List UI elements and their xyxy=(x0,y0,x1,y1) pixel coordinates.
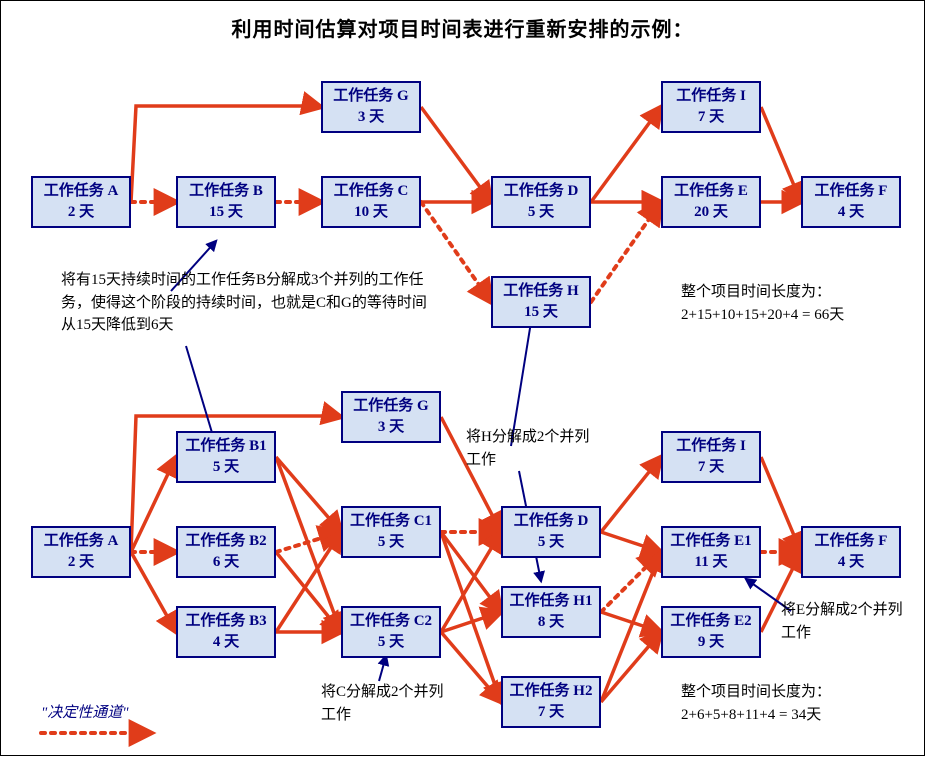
task-E1: 工作任务 E20 天 xyxy=(661,176,761,228)
task-D1: 工作任务 D5 天 xyxy=(491,176,591,228)
task-E1b: 工作任务 E111 天 xyxy=(661,526,761,578)
task-F2: 工作任务 F4 天 xyxy=(801,526,901,578)
total2: 整个项目时间长度为： 2+6+5+8+11+4 = 34天 xyxy=(681,681,911,726)
annotation-h-decomp: 将H分解成2个并列工作 xyxy=(466,426,596,471)
task-B3b: 工作任务 B34 天 xyxy=(176,606,276,658)
task-H1: 工作任务 H15 天 xyxy=(491,276,591,328)
task-F1: 工作任务 F4 天 xyxy=(801,176,901,228)
task-B2b: 工作任务 B26 天 xyxy=(176,526,276,578)
total2-calc: 2+6+5+8+11+4 = 34天 xyxy=(681,707,821,723)
total2-label: 整个项目时间长度为： xyxy=(681,684,831,700)
total1-calc: 2+15+10+15+20+4 = 66天 xyxy=(681,307,844,323)
legend-label: "决定性通道" xyxy=(41,701,129,722)
total1-label: 整个项目时间长度为： xyxy=(681,284,831,300)
task-E2b: 工作任务 E29 天 xyxy=(661,606,761,658)
task-B1b: 工作任务 B15 天 xyxy=(176,431,276,483)
task-I2: 工作任务 I7 天 xyxy=(661,431,761,483)
task-C1b: 工作任务 C15 天 xyxy=(341,506,441,558)
task-G1: 工作任务 G3 天 xyxy=(321,81,421,133)
task-H2b: 工作任务 H27 天 xyxy=(501,676,601,728)
task-C2b: 工作任务 C25 天 xyxy=(341,606,441,658)
task-H1b: 工作任务 H18 天 xyxy=(501,586,601,638)
annotation-c-decomp: 将C分解成2个并列工作 xyxy=(321,681,451,726)
task-D2: 工作任务 D5 天 xyxy=(501,506,601,558)
task-A2: 工作任务 A2 天 xyxy=(31,526,131,578)
task-A1: 工作任务 A2 天 xyxy=(31,176,131,228)
task-B1: 工作任务 B15 天 xyxy=(176,176,276,228)
annotation-e-decomp: 将E分解成2个并列工作 xyxy=(781,599,911,644)
diagram-title: 利用时间估算对项目时间表进行重新安排的示例： xyxy=(1,13,924,42)
task-C1: 工作任务 C10 天 xyxy=(321,176,421,228)
task-I1: 工作任务 I7 天 xyxy=(661,81,761,133)
total1: 整个项目时间长度为： 2+15+10+15+20+4 = 66天 xyxy=(681,281,911,326)
task-G2: 工作任务 G3 天 xyxy=(341,391,441,443)
annotation-b-decomp: 将有15天持续时间的工作任务B分解成3个并列的工作任务，使得这个阶段的持续时间，… xyxy=(61,269,431,337)
